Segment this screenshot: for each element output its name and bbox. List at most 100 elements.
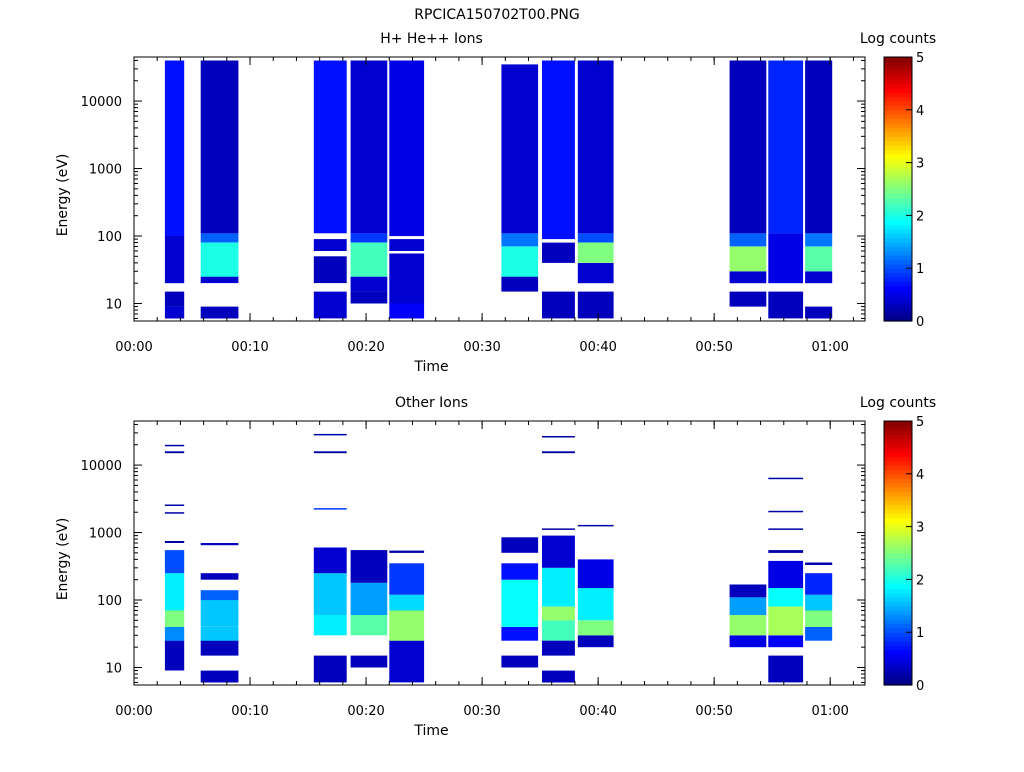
colorbar-swatch [884,566,912,572]
colorbar-swatch [884,87,912,93]
heatmap-cell [313,573,347,615]
heatmap-cell [350,60,388,234]
panel-2: Other Ions 00:00 00:10 00:20 00:30 00:40 00:50… [55,395,936,739]
colorbar-swatch [884,224,912,230]
heatmap-cell [164,550,185,574]
colorbar-swatch [884,268,912,274]
heatmap-cell [164,291,185,307]
colorbar-swatch [884,654,912,660]
heatmap-cell [768,655,804,683]
colorbar-swatch [884,526,912,532]
colorbar-swatch [884,632,912,638]
colorbar-swatch [884,215,912,221]
x-tick-label: 00:40 [579,704,616,719]
colorbar-frame [883,56,913,322]
heatmap-cell [350,582,388,615]
colorbar-swatch [884,676,912,682]
colorbar-swatch [884,434,912,440]
colorbar-swatch [884,175,912,181]
colorbar-swatch [884,162,912,168]
heatmap-cell [164,573,185,611]
heatmap-cell [313,547,347,574]
heatmap-cell [200,590,239,601]
heatmap-cell [389,640,425,683]
heatmap-cell [542,242,575,263]
colorbar-swatch [884,460,912,466]
x-tick-label: 00:50 [695,704,732,719]
colorbar-swatch [884,105,912,111]
heatmap-cell [313,256,347,284]
colorbar-swatch [884,465,912,470]
heatmap-cell [805,306,833,319]
colorbar-swatch [884,303,912,309]
colorbar-tick-label: 2 [916,573,924,588]
colorbar-swatch [884,70,912,76]
heatmap-cell [542,620,575,641]
colorbar-swatch [884,601,912,607]
heatmap-cell [200,600,239,627]
heatmap-cell [313,451,347,454]
colorbar-swatch [884,421,912,426]
heatmap-cell [350,233,388,243]
y-tick-label: 1000 [89,163,122,178]
colorbar-swatch [884,671,912,677]
heatmap-cell [577,233,614,243]
colorbar-swatch [884,548,912,554]
colorbar-swatch [884,478,912,484]
heatmap-cell [313,655,347,683]
colorbar-swatch [884,158,912,164]
colorbar-swatch [884,180,912,186]
colorbar-swatch [884,482,912,488]
colorbar-swatch [884,658,912,664]
colorbar-swatch [884,680,912,686]
colorbar-swatch [884,193,912,199]
heatmap-cell [389,253,425,304]
colorbar-swatch [884,610,912,616]
colorbar-swatch [884,627,912,633]
colorbar-swatch [884,561,912,567]
heatmap-cell [389,303,425,319]
colorbar-swatch [884,74,912,80]
colorbar-swatch [884,237,912,243]
x-tick-label: 00:30 [463,340,500,355]
colorbar-swatch [884,250,912,256]
heatmap-cell [164,60,185,237]
colorbar-swatch [884,663,912,668]
colorbar-swatch [884,429,912,435]
heatmap-cell [313,239,347,251]
heatmap-cells [164,433,833,683]
heatmap-cell [350,655,388,668]
colorbar-swatch [884,101,912,106]
panel-title: Other Ions [395,395,468,411]
colorbar-swatch [884,456,912,462]
heatmap-cell [164,626,185,641]
heatmap-cell [313,615,347,636]
heatmap-cell [805,60,833,234]
colorbar-swatch [884,667,912,673]
colorbar-swatch [884,487,912,492]
colorbar-swatch [884,312,912,318]
colorbar-swatch [884,553,912,558]
heatmap-cell [542,291,575,319]
colorbar-swatch [884,263,912,269]
heatmap-cell [350,291,388,304]
colorbar-swatch [884,570,912,576]
x-tick-label: 00:50 [695,340,732,355]
colorbar-swatch [884,140,912,146]
heatmap-cell [389,239,425,251]
colorbar-swatch [884,438,912,444]
colorbar-swatch [884,211,912,216]
x-tick-label: 00:00 [115,704,152,719]
colorbar-swatch [884,61,912,67]
colorbar-tick-label: 3 [916,521,924,536]
colorbar-swatch [884,202,912,208]
heatmap-cell [577,559,614,589]
heatmap-cell [542,670,575,683]
heatmap-cell [768,528,804,530]
x-tick-label: 00:10 [231,704,268,719]
heatmap-cell [501,246,539,277]
heatmap-cell [542,60,575,240]
heatmap-cell [768,560,804,589]
heatmap-cell [805,271,833,284]
heatmap-cell [389,594,425,611]
